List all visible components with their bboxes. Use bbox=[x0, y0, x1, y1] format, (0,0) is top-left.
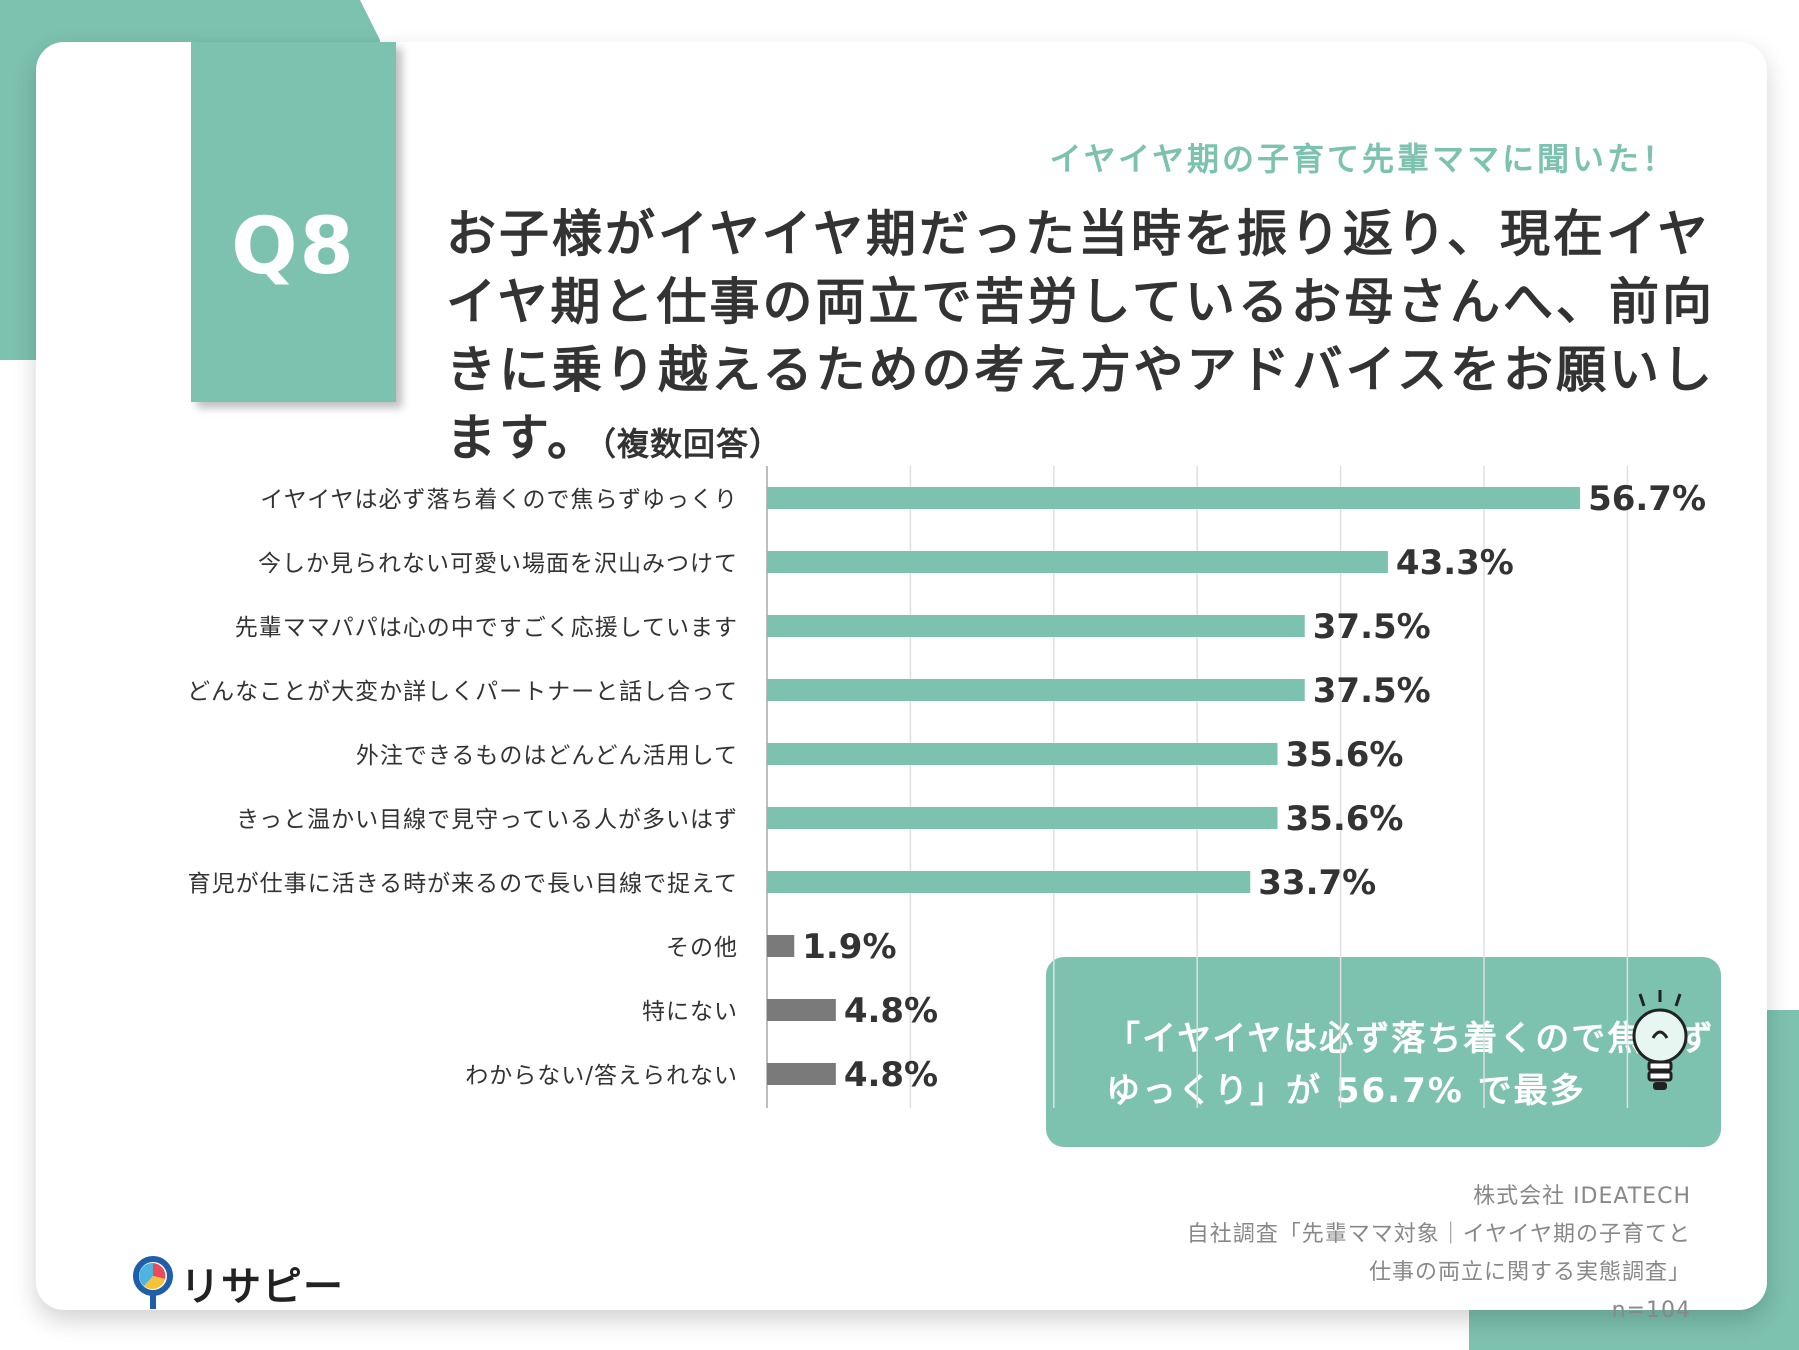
bar bbox=[767, 487, 1581, 509]
value-label: 4.8% bbox=[844, 1055, 938, 1095]
value-label: 33.7% bbox=[1258, 863, 1376, 903]
callout-line-1: 「イヤイヤは必ず落ち着くので焦らず bbox=[1106, 1019, 1715, 1059]
bar bbox=[767, 1063, 836, 1085]
value-label: 37.5% bbox=[1313, 607, 1431, 647]
category-label: イヤイヤは必ず落ち着くので焦らずゆっくり bbox=[260, 487, 738, 513]
source-info: 株式会社 IDEATECH 自社調査「先輩ママ対象｜イヤイヤ期の子育てと 仕事の… bbox=[1187, 1178, 1691, 1330]
bar bbox=[767, 679, 1305, 701]
bar bbox=[767, 935, 795, 957]
question-number: Q8 bbox=[231, 202, 356, 292]
bar bbox=[767, 615, 1305, 637]
category-label: 今しか見られない可愛い場面を沢山みつけて bbox=[258, 551, 738, 577]
infographic-card: Q8 イヤイヤ期の子育て先輩ママに聞いた！ お子様がイヤイヤ期だった当時を振り返… bbox=[36, 42, 1767, 1323]
bar bbox=[767, 807, 1278, 829]
category-label: どんなことが大変か詳しくパートナーと話し合って bbox=[187, 679, 738, 705]
callout-line-2: ゆっくり」が 56.7% で最多 bbox=[1106, 1071, 1586, 1111]
bar bbox=[767, 743, 1278, 765]
value-label: 35.6% bbox=[1286, 735, 1404, 775]
category-label: その他 bbox=[666, 935, 738, 961]
category-label: 育児が仕事に活きる時が来るので長い目線で捉えて bbox=[188, 871, 738, 897]
survey-subtitle: イヤイヤ期の子育て先輩ママに聞いた！ bbox=[1049, 140, 1677, 178]
lightbulb-icon bbox=[1632, 990, 1688, 1090]
value-label: 35.6% bbox=[1286, 799, 1404, 839]
category-label: 先輩ママパパは心の中ですごく応援しています bbox=[235, 615, 738, 641]
question-note: （複数回答） bbox=[600, 425, 783, 463]
value-label: 37.5% bbox=[1313, 671, 1431, 711]
value-label: 4.8% bbox=[844, 991, 938, 1031]
value-label: 1.9% bbox=[802, 927, 896, 967]
value-label: 56.7% bbox=[1588, 479, 1706, 519]
category-label: 外注できるものはどんどん活用して bbox=[356, 743, 738, 769]
source-survey-line-2: 仕事の両立に関する実態調査」 bbox=[1368, 1260, 1691, 1285]
value-label: 43.3% bbox=[1396, 543, 1514, 583]
source-survey-line-1: 自社調査「先輩ママ対象｜イヤイヤ期の子育てと bbox=[1186, 1222, 1691, 1247]
category-label: 特にない bbox=[642, 999, 738, 1025]
brand-logo: リサピー bbox=[132, 1254, 344, 1312]
category-label: わからない/答えられない bbox=[465, 1063, 738, 1089]
bar bbox=[767, 999, 836, 1021]
question-body: お子様がイヤイヤ期だった当時を振り返り、現在イヤイヤ期と仕事の両立で苦労している… bbox=[446, 205, 1715, 467]
bar bbox=[767, 551, 1388, 573]
logo-text: リサピー bbox=[180, 1264, 344, 1310]
question-number-badge: Q8 bbox=[191, 42, 396, 402]
sample-size: n=104 bbox=[1611, 1298, 1691, 1323]
question-text: お子様がイヤイヤ期だった当時を振り返り、現在イヤイヤ期と仕事の両立で苦労している… bbox=[446, 200, 1716, 478]
pin-logo-icon bbox=[133, 1256, 173, 1309]
source-company: 株式会社 IDEATECH bbox=[1473, 1184, 1691, 1209]
category-label: きっと温かい目線で見守っている人が多いはず bbox=[236, 807, 738, 833]
highlight-callout: 「イヤイヤは必ず落ち着くので焦らず ゆっくり」が 56.7% で最多 bbox=[1046, 957, 1721, 1147]
bar bbox=[767, 871, 1251, 893]
